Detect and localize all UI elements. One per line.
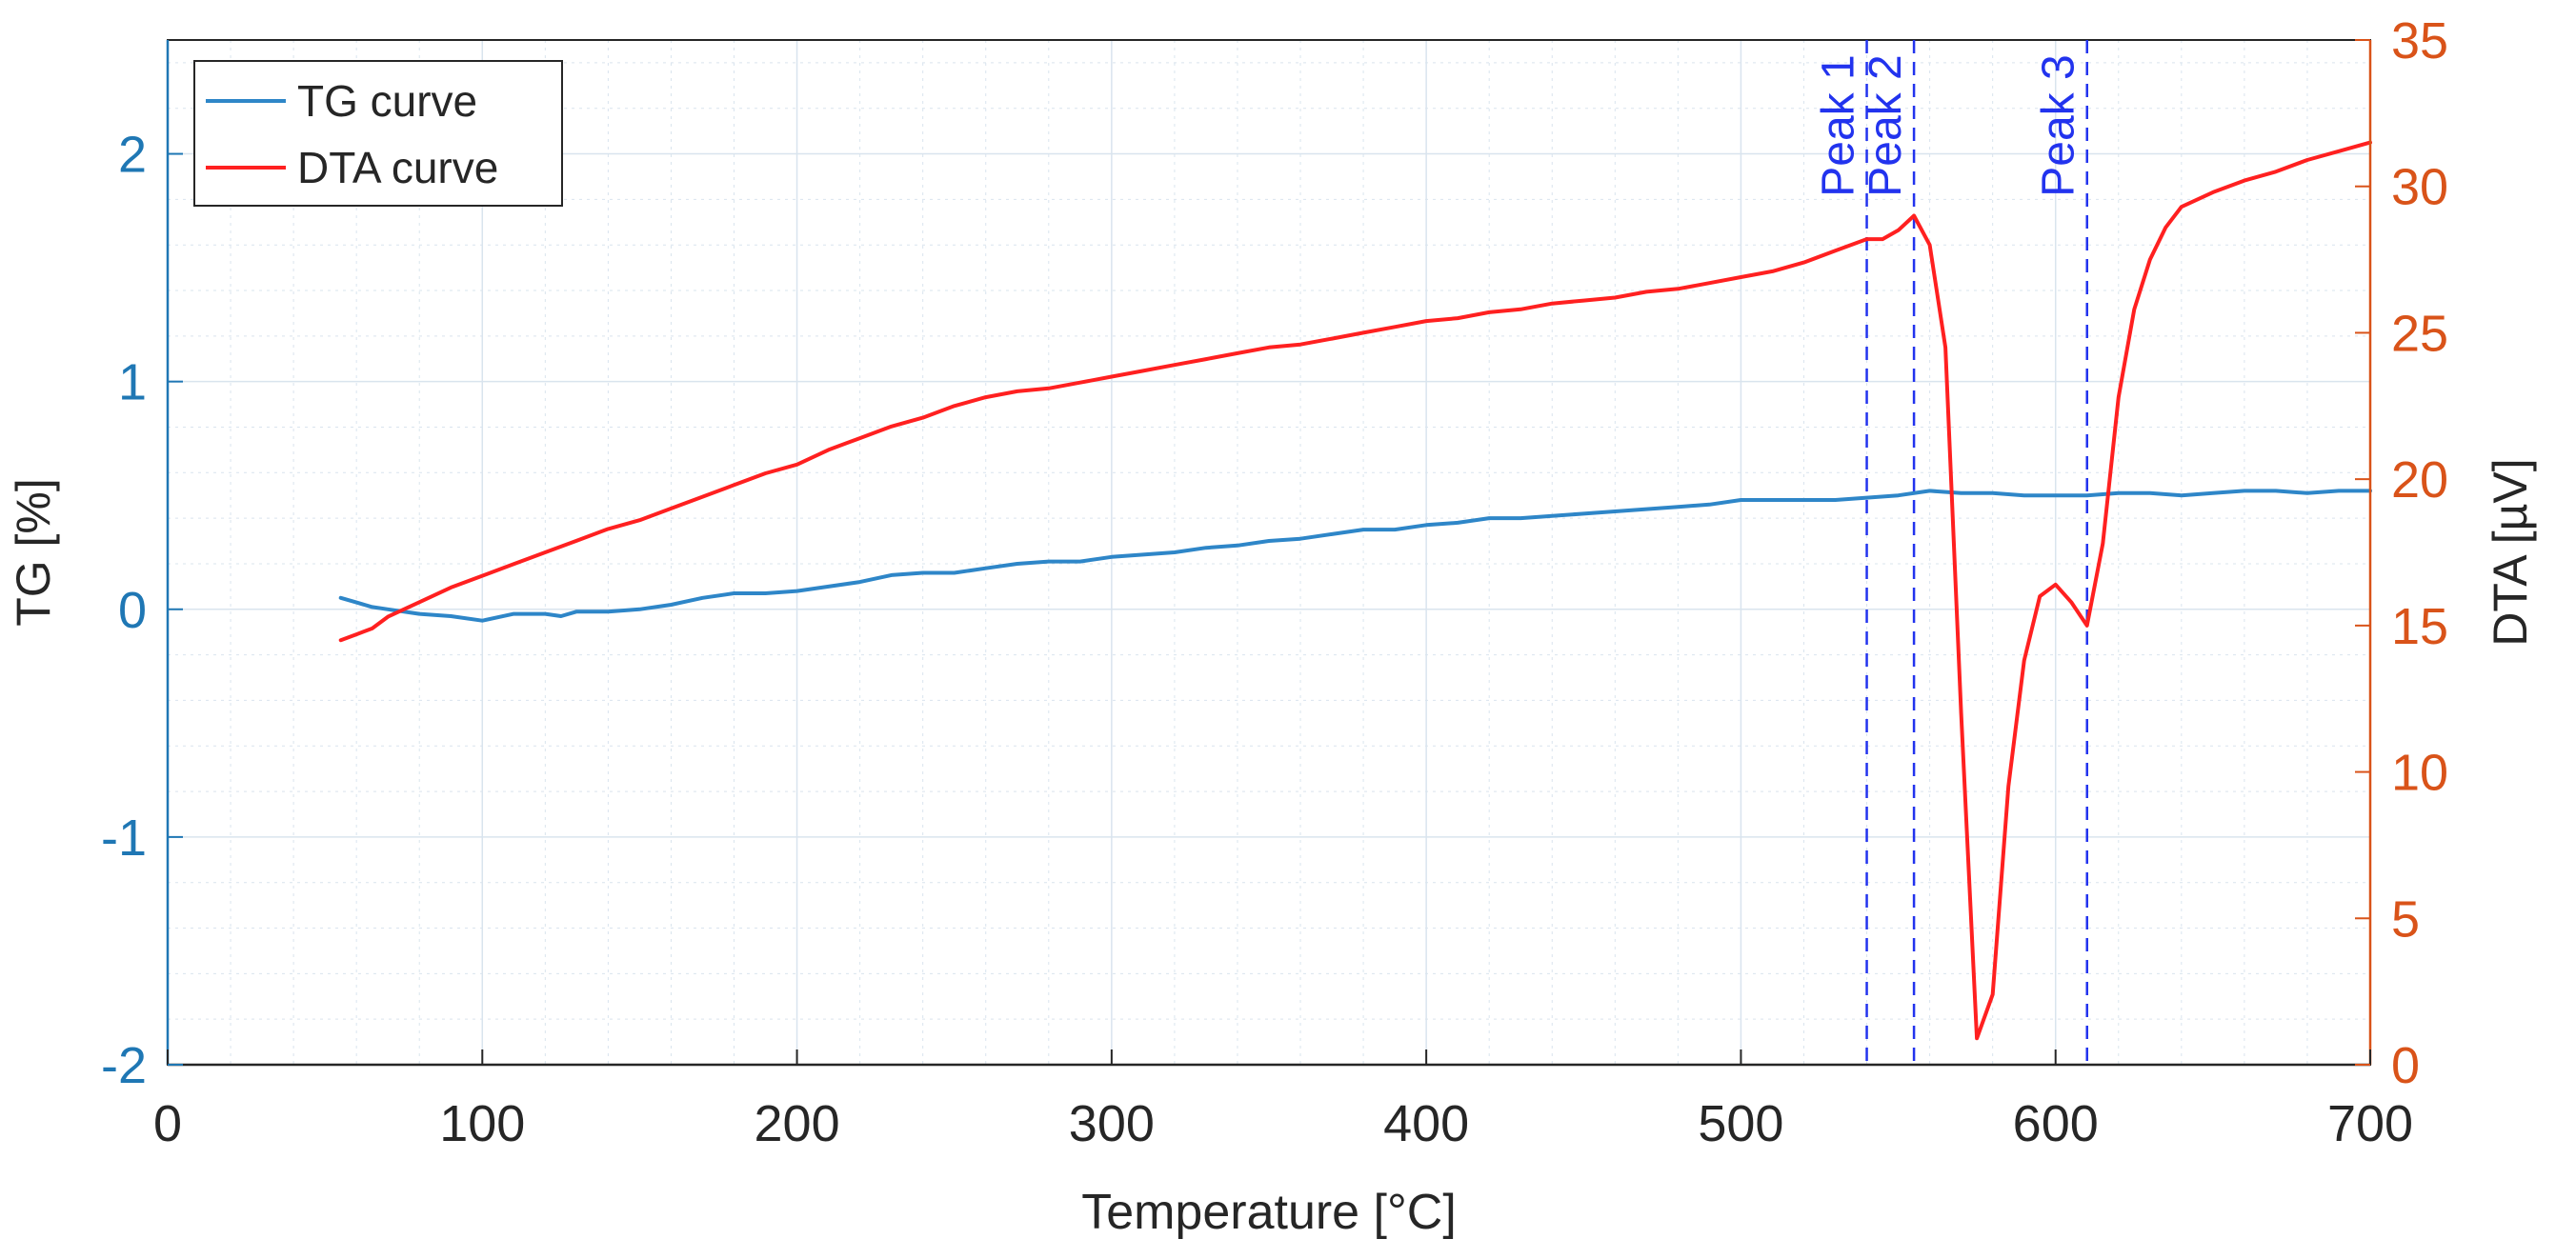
y-right-tick-label: 35 [2391,12,2448,70]
x-tick-label: 200 [755,1095,840,1152]
y-left-tick-label: 1 [118,354,147,411]
y-axis-label-left: TG [%] [7,478,60,627]
y-left-tick-label: 2 [118,127,147,184]
y-right-tick-label: 10 [2391,745,2448,802]
y-axis-label-right: DTA [µV] [2484,458,2537,646]
y-left-tick-label: 0 [118,582,147,639]
series [338,140,2372,1041]
peak-label-1: Peak 1 [1814,54,1864,196]
x-tick-label: 100 [439,1095,525,1152]
x-axis-label: Temperature [°C] [1081,1185,1457,1240]
y-right-tick-label: 20 [2391,451,2448,509]
y-right-tick-label: 5 [2391,890,2420,948]
y-left-tick-label: -2 [101,1037,147,1094]
x-tick-label: 600 [2013,1095,2099,1152]
legend-label-dta: DTA curve [297,143,498,192]
dta-curve-line [338,140,2372,1041]
legend: TG curve DTA curve [193,60,563,207]
x-tick-label: 0 [153,1095,182,1152]
x-tick-label: 700 [2327,1095,2413,1152]
axes: 0 100 200 300 400 500 600 700-2-101205101520253… [101,12,2448,1152]
x-tick-label: 300 [1069,1095,1155,1152]
y-left-tick-label: -1 [101,809,147,867]
y-right-tick-label: 0 [2391,1037,2420,1094]
peak-label-2: Peak 2 [1861,54,1911,196]
grid [167,40,2371,1066]
y-right-tick-label: 15 [2391,598,2448,655]
legend-box [193,60,563,207]
y-right-tick-label: 30 [2391,159,2448,216]
peak-label-3: Peak 3 [2034,54,2084,196]
y-right-tick-label: 25 [2391,305,2448,362]
tg-curve-line [338,489,2372,623]
x-tick-label: 400 [1383,1095,1469,1152]
legend-label-tg: TG curve [297,76,477,126]
x-tick-label: 500 [1698,1095,1783,1152]
